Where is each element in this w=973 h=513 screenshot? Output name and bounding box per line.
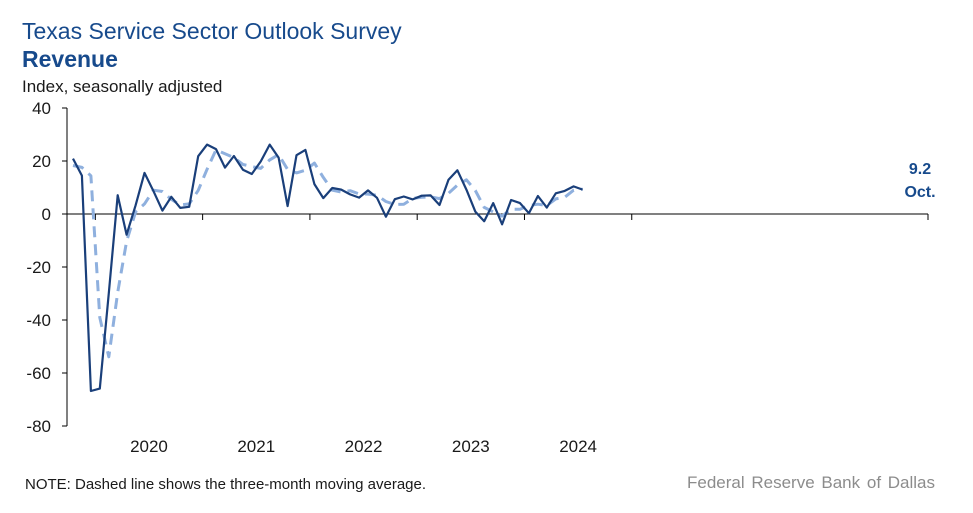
y-tick-label: -60 [26, 364, 51, 383]
y-tick-label: 0 [42, 205, 51, 224]
y-tick-label: -80 [26, 417, 51, 436]
chart-title: Texas Service Sector Outlook Survey [22, 18, 402, 44]
chart-annotations: 9.2 Oct. [904, 161, 935, 201]
x-tick-label-year: 2020 [130, 437, 168, 456]
footnote: NOTE: Dashed line shows the three-month … [25, 476, 427, 493]
x-tick-label-year: 2021 [237, 437, 275, 456]
source-credit: Federal Reserve Bank of Dallas [687, 473, 936, 492]
chart-series [72, 143, 583, 393]
y-axis-units-label: Index, seasonally adjusted [22, 77, 223, 96]
last-period-label: Oct. [904, 184, 935, 201]
chart-subtitle: Revenue [22, 46, 118, 72]
series-line-moving-average [72, 148, 583, 359]
last-value-label: 9.2 [909, 161, 931, 178]
x-tick-label-year: 2024 [559, 437, 597, 456]
chart-axes: 40 20 0 -20 -40 -60 -80 2020 2021 2022 2023 2024 [26, 99, 929, 456]
x-tick-label-year: 2022 [345, 437, 383, 456]
y-tick-label: 20 [32, 152, 51, 171]
y-tick-label: -20 [26, 258, 51, 277]
series-line-revenue-index [72, 143, 583, 393]
y-tick-label: -40 [26, 311, 51, 330]
x-tick-label-year: 2023 [452, 437, 490, 456]
y-tick-label: 40 [32, 99, 51, 118]
